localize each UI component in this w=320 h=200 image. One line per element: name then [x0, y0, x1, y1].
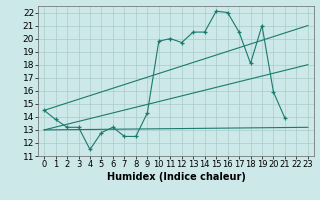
- X-axis label: Humidex (Indice chaleur): Humidex (Indice chaleur): [107, 172, 245, 182]
